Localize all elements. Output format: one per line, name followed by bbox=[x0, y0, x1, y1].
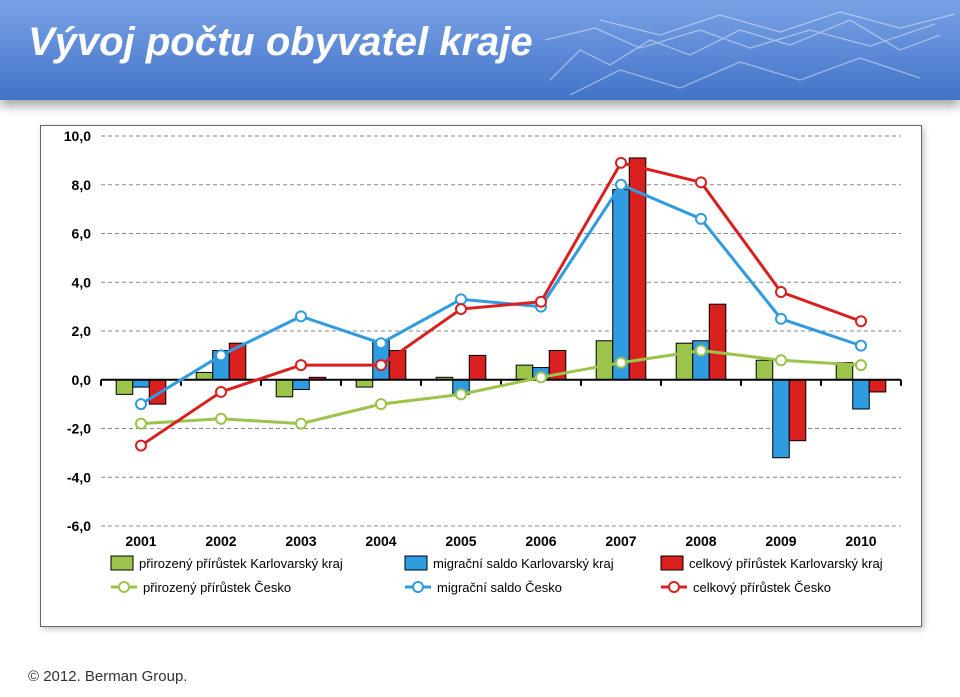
svg-text:10,0: 10,0 bbox=[64, 128, 91, 144]
svg-text:-4,0: -4,0 bbox=[67, 469, 91, 485]
svg-text:přirozený přírůstek Česko: přirozený přírůstek Česko bbox=[143, 580, 291, 595]
footer-copyright: © 2012. Berman Group. bbox=[28, 668, 187, 685]
svg-text:8,0: 8,0 bbox=[72, 177, 92, 193]
svg-text:2001: 2001 bbox=[125, 533, 156, 549]
svg-text:2006: 2006 bbox=[525, 533, 556, 549]
svg-text:2002: 2002 bbox=[205, 533, 236, 549]
header-bar: Vývoj počtu obyvatel kraje bbox=[0, 0, 960, 100]
chart-svg: -6,0 -4,0 -2,0 0,0 2,0 4,0 6,0 8,0 10,0 2001 2002 2… bbox=[41, 126, 921, 626]
svg-text:migrační saldo Česko: migrační saldo Česko bbox=[437, 580, 562, 595]
header-map-decoration bbox=[540, 0, 960, 100]
svg-text:4,0: 4,0 bbox=[72, 274, 92, 290]
population-chart: -6,0 -4,0 -2,0 0,0 2,0 4,0 6,0 8,0 10,0 2001 2002 2… bbox=[40, 125, 922, 627]
svg-text:2003: 2003 bbox=[285, 533, 316, 549]
svg-text:2010: 2010 bbox=[845, 533, 876, 549]
svg-text:-2,0: -2,0 bbox=[67, 421, 91, 437]
svg-text:6,0: 6,0 bbox=[72, 226, 92, 242]
svg-text:2009: 2009 bbox=[765, 533, 796, 549]
svg-text:migrační saldo Karlovarský kra: migrační saldo Karlovarský kraj bbox=[433, 556, 614, 571]
svg-text:2,0: 2,0 bbox=[72, 323, 92, 339]
svg-text:2005: 2005 bbox=[445, 533, 476, 549]
svg-text:2004: 2004 bbox=[365, 533, 396, 549]
svg-text:2008: 2008 bbox=[685, 533, 716, 549]
svg-text:celkový přírůstek Karlovarský: celkový přírůstek Karlovarský kraj bbox=[689, 556, 883, 571]
svg-text:celkový přírůstek Česko: celkový přírůstek Česko bbox=[693, 580, 831, 595]
svg-text:0,0: 0,0 bbox=[72, 372, 92, 388]
svg-text:přirozený přírůstek Karlovarsk: přirozený přírůstek Karlovarský kraj bbox=[139, 556, 343, 571]
page-title: Vývoj počtu obyvatel kraje bbox=[28, 20, 533, 65]
svg-text:2007: 2007 bbox=[605, 533, 636, 549]
svg-text:-6,0: -6,0 bbox=[67, 518, 91, 534]
